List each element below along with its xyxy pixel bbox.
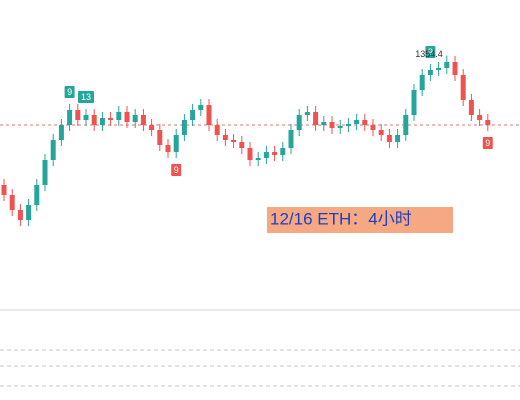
td-marker (171, 164, 182, 176)
candle-body (460, 75, 466, 100)
candle-body (67, 110, 73, 125)
candle-body (214, 125, 220, 135)
candle-body (386, 135, 392, 142)
candle-body (26, 205, 32, 220)
candle-body (354, 120, 360, 124)
candle-body (75, 110, 81, 120)
candle-body (288, 130, 294, 148)
candle-body (345, 124, 351, 126)
candle-body (468, 100, 474, 115)
candle-body (231, 140, 237, 142)
td-marker-label: 9 (67, 87, 72, 97)
td-marker-label: 9 (174, 165, 179, 175)
candle-body (198, 105, 204, 110)
candle-body (304, 112, 310, 115)
candle-body (91, 115, 97, 125)
candle-body (362, 120, 368, 125)
candle-body (419, 75, 425, 90)
candle-body (485, 120, 491, 125)
candle-body (403, 115, 409, 135)
candle-body (477, 115, 483, 120)
candle-body (395, 135, 401, 142)
candle-body (165, 145, 171, 152)
candle-body (337, 126, 343, 128)
candle-body (239, 142, 245, 148)
candle-body (99, 118, 105, 125)
candle-body (263, 152, 269, 158)
chart-title: 12/16 ETH：4小时 (270, 209, 412, 228)
candle-body (108, 118, 114, 120)
high-annotation: 1354.4 (415, 49, 443, 59)
candle-body (444, 62, 450, 68)
candle-body (17, 210, 23, 220)
candle-body (173, 135, 179, 152)
candle-body (411, 90, 417, 115)
candle-body (124, 112, 130, 122)
candle-body (58, 125, 64, 140)
candle-body (222, 135, 228, 140)
candle-body (157, 130, 163, 145)
td-marker (64, 86, 75, 98)
td-marker-label: 9 (485, 138, 490, 148)
candle-body (313, 112, 319, 125)
candle-body (9, 195, 15, 210)
candle-body (132, 115, 138, 122)
candle-body (83, 115, 89, 120)
td-marker (78, 91, 94, 103)
td-marker-label: 9 (428, 47, 433, 57)
candle-body (140, 115, 146, 125)
td-marker (482, 137, 493, 149)
candle-body (42, 160, 48, 185)
candle-body (190, 110, 196, 120)
candle-body (34, 185, 40, 205)
candle-body (427, 70, 433, 75)
candle-body (206, 105, 212, 125)
candle-body (255, 158, 261, 160)
candle-body (329, 122, 335, 128)
candle-body (370, 125, 376, 130)
candle-body (116, 112, 122, 120)
candle-body (272, 152, 278, 155)
candle-body (296, 115, 302, 130)
candle-body (50, 140, 56, 160)
candle-body (452, 62, 458, 75)
td-marker (425, 46, 436, 58)
td-marker-label: 13 (81, 92, 91, 102)
candle-body (378, 130, 384, 135)
candle-body (321, 122, 327, 125)
candle-body (280, 148, 286, 155)
candle-body (247, 148, 253, 160)
candle-body (149, 125, 155, 130)
title-box (267, 207, 453, 233)
candle-body (181, 120, 187, 135)
candle-body (436, 68, 442, 70)
candle-body (1, 185, 7, 195)
